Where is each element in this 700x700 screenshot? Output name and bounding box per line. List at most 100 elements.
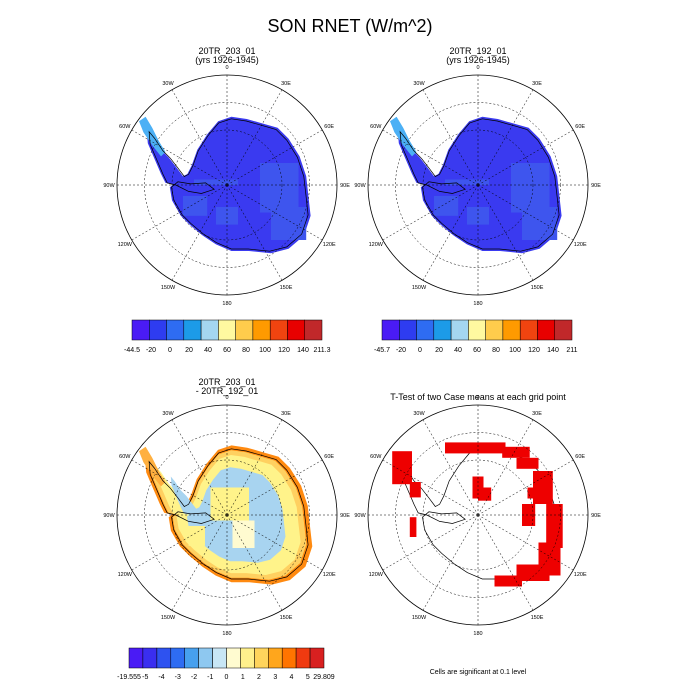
colorbar-tick-label: -3 xyxy=(175,674,181,681)
significant-cell xyxy=(527,487,539,499)
field-cell xyxy=(467,207,489,225)
colorbar-tick-label: 1 xyxy=(241,674,245,681)
colorbar-tick-label: 40 xyxy=(204,347,212,354)
significant-cell xyxy=(478,487,492,501)
longitude-label: 30E xyxy=(281,81,291,87)
colorbar-tick-label: -20 xyxy=(396,347,406,354)
longitude-label: 120E xyxy=(574,242,587,248)
longitude-label: 180 xyxy=(222,301,231,307)
longitude-label: 60W xyxy=(119,454,131,460)
longitude-label: 120W xyxy=(369,572,384,578)
longitude-label: 120W xyxy=(118,572,133,578)
longitude-label: 0 xyxy=(476,65,479,71)
longitude-label: 30W xyxy=(162,81,174,87)
longitude-label: 150W xyxy=(412,615,427,621)
colorbar-swatch xyxy=(131,319,150,341)
colorbar-swatch xyxy=(200,319,219,341)
latitude-circle xyxy=(171,129,283,241)
colorbar-swatch xyxy=(416,319,435,341)
colorbar-swatch xyxy=(554,319,573,341)
colorbar-swatch xyxy=(198,647,213,669)
panel-20tr-192-01: 20TR_192_01 (yrs 1926-1945) 0 30E 60E 90E 12… xyxy=(354,46,601,354)
longitude-label: 150E xyxy=(280,285,293,291)
meridian-line xyxy=(422,514,479,611)
coastline xyxy=(399,118,560,252)
colorbar-swatch xyxy=(149,319,167,341)
longitude-label: 0 xyxy=(225,65,228,71)
latitude-circle xyxy=(171,459,283,571)
longitude-label: 60W xyxy=(370,124,382,130)
colorbar-tick-label: 0 xyxy=(225,674,229,681)
colorbar-swatch xyxy=(433,319,452,341)
colorbar-tick-label: 0 xyxy=(418,347,422,354)
colorbar-swatch xyxy=(268,647,283,669)
field-cell xyxy=(188,526,205,546)
colorbar-tick-label: 140 xyxy=(547,347,559,354)
colorbar-swatch xyxy=(485,319,504,341)
colorbar-swatch xyxy=(269,319,288,341)
colorbar-tick-label: 3 xyxy=(273,674,277,681)
longitude-label: 180 xyxy=(473,631,482,637)
field-cell xyxy=(183,196,208,216)
colorbar-tick-label: 29.809 xyxy=(313,674,335,681)
longitude-label: 30E xyxy=(532,411,542,417)
colorbar-tick-label: -1 xyxy=(207,674,213,681)
colorbar-swatch xyxy=(142,647,158,669)
field-cell xyxy=(232,520,255,548)
colorbar-tick-label: 80 xyxy=(492,347,500,354)
colorbar-tick-label: 140 xyxy=(297,347,309,354)
field-cell xyxy=(271,207,307,240)
colorbar-swatch xyxy=(170,647,185,669)
colorbar-swatch xyxy=(309,647,325,669)
colorbar-tick-label: -5 xyxy=(142,674,148,681)
longitude-label: 30E xyxy=(281,411,291,417)
significant-cell xyxy=(494,575,522,587)
longitude-label: 90W xyxy=(354,513,366,519)
significant-cell xyxy=(516,564,550,581)
longitude-label: 90E xyxy=(340,183,350,189)
significant-cell xyxy=(392,451,412,485)
field-cell xyxy=(522,207,558,240)
colorbar-swatch xyxy=(519,319,538,341)
panel-subtitle: - 20TR_192_01 xyxy=(196,386,259,396)
colorbar-tick-label: 60 xyxy=(473,347,481,354)
colorbar-swatch xyxy=(287,319,306,341)
longitude-label: 120E xyxy=(323,242,336,248)
colorbar-tick-label: 2 xyxy=(257,674,261,681)
colorbar-swatch xyxy=(218,319,236,341)
longitude-label: 0 xyxy=(476,395,479,401)
latitude-circle xyxy=(395,432,561,598)
latitude-circle xyxy=(422,459,534,571)
colorbar-tick-label: 0 xyxy=(168,347,172,354)
figure-title: SON RNET (W/m^2) xyxy=(267,16,432,36)
longitude-label: 60W xyxy=(370,454,382,460)
colorbar-tick-label: -45.7 xyxy=(374,347,390,354)
panel-difference: 20TR_203_01 - 20TR_192_01 0 30E 60E 90E 120E… xyxy=(103,377,350,681)
colorbar-tick-label: 100 xyxy=(259,347,271,354)
colorbar-swatch xyxy=(184,647,199,669)
significant-cell xyxy=(445,442,506,454)
longitude-label: 60E xyxy=(324,124,334,130)
colorbar-swatch xyxy=(502,319,521,341)
peninsula-field xyxy=(390,116,417,157)
colorbar-swatch xyxy=(295,647,311,669)
significance-footnote: Cells are significant at 0.1 level xyxy=(430,669,527,676)
colorbar-tick-label: 211 xyxy=(566,347,577,354)
colorbar-swatch xyxy=(450,319,469,341)
panel-title: 20TR_203_01 xyxy=(198,377,255,387)
significant-cell xyxy=(409,482,421,498)
latitude-circle xyxy=(395,102,561,268)
colorbar-tick-label: 60 xyxy=(223,347,231,354)
colorbar-swatch xyxy=(281,647,297,669)
longitude-label: 60E xyxy=(575,124,585,130)
colorbar-swatch xyxy=(252,319,271,341)
colorbar-tick-label: -20 xyxy=(146,347,156,354)
colorbar-swatch xyxy=(212,647,227,669)
longitude-label: 120W xyxy=(369,242,384,248)
longitude-label: 60W xyxy=(119,124,131,130)
colorbar-tick-label: 211.3 xyxy=(314,347,331,354)
meridian-line xyxy=(382,514,479,571)
longitude-label: 30W xyxy=(413,81,425,87)
longitude-label: 30E xyxy=(532,81,542,87)
colorbar-swatch xyxy=(183,319,202,341)
